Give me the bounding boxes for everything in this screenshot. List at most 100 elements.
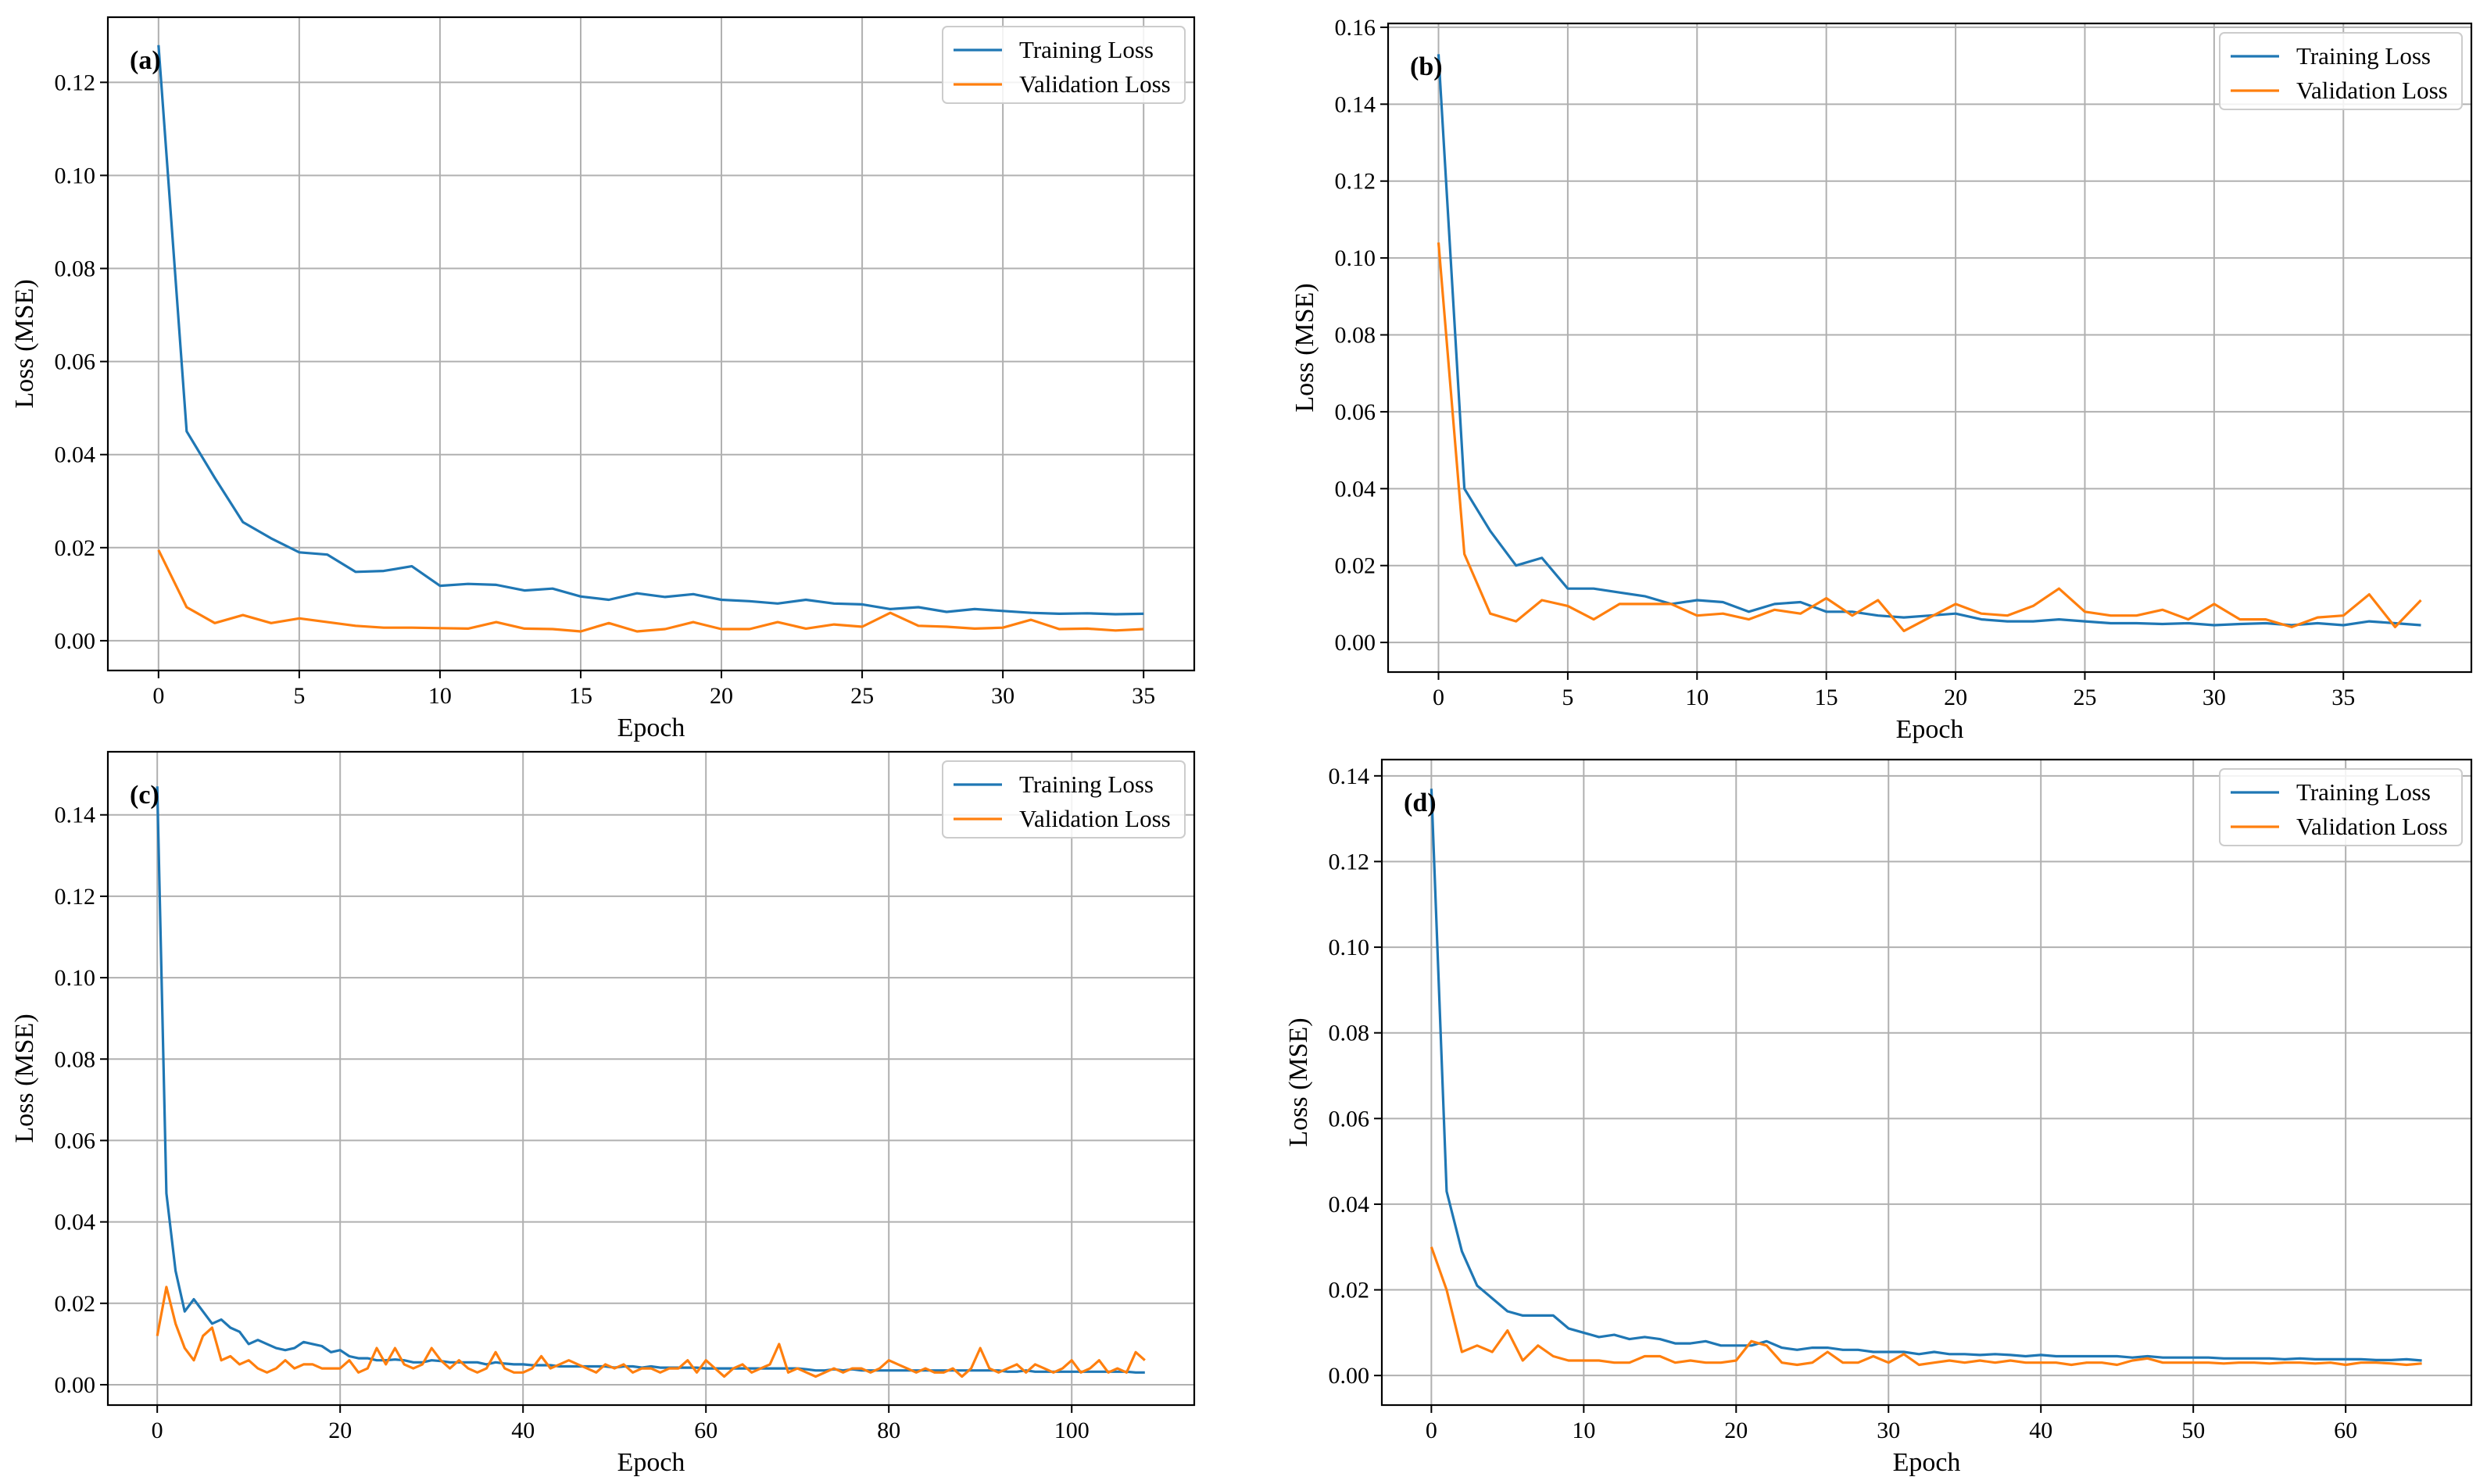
x-tick-label: 60 [694, 1418, 717, 1443]
x-tick-label: 30 [1877, 1418, 1900, 1443]
validation-loss-line [157, 549, 1144, 633]
x-tick-label: 0 [1426, 1418, 1437, 1443]
x-axis-label: Epoch [617, 1448, 685, 1477]
series-group [1430, 788, 2422, 1367]
x-tick-label: 40 [2029, 1418, 2052, 1443]
x-tick-label: 50 [2181, 1418, 2205, 1443]
legend-validation-label: Validation Loss [1019, 70, 1171, 98]
y-tick-label: 0.02 [1335, 553, 1376, 579]
y-axis-label: Loss (MSE) [1290, 283, 1319, 412]
x-tick-label: 30 [2203, 685, 2226, 710]
panel-label: (a) [130, 46, 161, 75]
training-loss-line [1430, 788, 2422, 1362]
series-group [157, 45, 1144, 633]
x-tick-label: 0 [152, 1418, 163, 1443]
legend-validation-label: Validation Loss [2296, 77, 2448, 104]
y-tick-label: 0.06 [55, 1128, 96, 1153]
x-tick-label: 25 [850, 683, 874, 709]
legend-box [2219, 768, 2463, 846]
panel-label: (c) [130, 781, 159, 810]
y-tick-label: 0.12 [1335, 169, 1376, 195]
panel-label: (b) [1410, 52, 1443, 81]
panel-label: (d) [1404, 788, 1437, 817]
y-axis-label: Loss (MSE) [10, 279, 39, 408]
y-tick-label: 0.00 [55, 1372, 96, 1398]
legend-box [942, 26, 1186, 104]
x-tick-label: 5 [1562, 685, 1573, 710]
legend-training-label: Training Loss [2296, 42, 2431, 70]
chart-panel: 0 5 10 15 20 25 30 35 0.00 0.02 0.04 0.06 0.08 0.10 0.… [10, 16, 1196, 742]
plot-frame [1380, 758, 2473, 1407]
x-tick-label: 0 [1433, 685, 1444, 710]
training-loss-line [1437, 54, 2421, 627]
y-tick-label: 0.00 [1329, 1363, 1370, 1389]
legend-training-label: Training Loss [2296, 778, 2431, 806]
y-tick-label: 0.02 [55, 1291, 96, 1317]
series-group [156, 786, 1146, 1379]
y-tick-label: 0.10 [1329, 935, 1370, 960]
validation-loss-line [1430, 1246, 2422, 1367]
y-tick-label: 0.04 [1329, 1192, 1370, 1218]
x-tick-label: 10 [428, 683, 452, 709]
x-tick-label: 5 [293, 683, 305, 709]
validation-loss-line [156, 1286, 1146, 1379]
y-tick-label: 0.02 [1329, 1278, 1370, 1303]
validation-loss-line [1437, 242, 2422, 633]
y-tick-label: 0.10 [55, 965, 96, 991]
y-tick-label: 0.14 [1329, 763, 1370, 789]
x-tick-label: 80 [877, 1418, 900, 1443]
x-tick-label: 35 [2331, 685, 2355, 710]
x-tick-label: 25 [2073, 685, 2096, 710]
x-tick-label: 100 [1054, 1418, 1090, 1443]
y-tick-label: 0.02 [55, 535, 96, 561]
y-tick-label: 0.14 [55, 803, 96, 828]
x-tick-label: 15 [569, 683, 592, 709]
y-tick-label: 0.16 [1335, 15, 1376, 41]
plot-frame [106, 750, 1196, 1407]
x-tick-label: 10 [1572, 1418, 1595, 1443]
y-axis-label: Loss (MSE) [1284, 1017, 1313, 1146]
legend-validation-label: Validation Loss [2296, 813, 2448, 840]
y-tick-label: 0.04 [55, 442, 96, 468]
x-axis-label: Epoch [1893, 1448, 1961, 1477]
y-tick-label: 0.04 [55, 1210, 96, 1235]
y-tick-label: 0.10 [1335, 245, 1376, 271]
y-tick-label: 0.08 [55, 1046, 96, 1072]
x-tick-label: 20 [710, 683, 733, 709]
chart-panel: 0 10 20 30 40 50 60 0.00 0.02 0.04 0.06 0.08 0.10 0.1… [1284, 758, 2473, 1477]
plot-frame [1387, 22, 2473, 674]
y-tick-label: 0.06 [55, 349, 96, 375]
y-tick-label: 0.08 [1329, 1021, 1370, 1046]
x-tick-label: 20 [1944, 685, 1967, 710]
legend-validation-label: Validation Loss [1019, 805, 1171, 832]
x-tick-label: 30 [991, 683, 1014, 709]
y-tick-label: 0.12 [55, 884, 96, 910]
y-tick-label: 0.06 [1335, 399, 1376, 425]
y-axis-label: Loss (MSE) [10, 1014, 39, 1143]
x-tick-label: 0 [152, 683, 164, 709]
x-tick-label: 10 [1685, 685, 1709, 710]
y-tick-label: 0.00 [55, 628, 96, 654]
plot-frame [106, 16, 1196, 672]
y-tick-label: 0.12 [1329, 849, 1370, 874]
chart-panel: 0 20 40 60 80 100 0.00 0.02 0.04 0.06 0.08 0.10 0.12… [10, 750, 1196, 1477]
y-tick-label: 0.08 [55, 256, 96, 282]
x-tick-label: 60 [2334, 1418, 2357, 1443]
y-tick-label: 0.14 [1335, 91, 1376, 117]
x-tick-label: 35 [1132, 683, 1155, 709]
x-tick-label: 15 [1815, 685, 1838, 710]
y-tick-label: 0.04 [1335, 476, 1376, 502]
y-tick-label: 0.10 [55, 163, 96, 188]
training-loss-line [156, 786, 1145, 1374]
legend-training-label: Training Loss [1019, 771, 1154, 798]
x-axis-label: Epoch [1896, 715, 1964, 744]
training-loss-line [157, 45, 1144, 616]
y-tick-label: 0.12 [55, 70, 96, 95]
y-tick-label: 0.06 [1329, 1106, 1370, 1132]
chart-panel: 0 5 10 15 20 25 30 35 0.00 0.02 0.04 0.06 0.08 0.10 0.… [1290, 15, 2473, 744]
legend-box [2219, 32, 2463, 110]
x-tick-label: 20 [328, 1418, 352, 1443]
x-tick-label: 40 [511, 1418, 535, 1443]
y-tick-label: 0.00 [1335, 630, 1376, 656]
